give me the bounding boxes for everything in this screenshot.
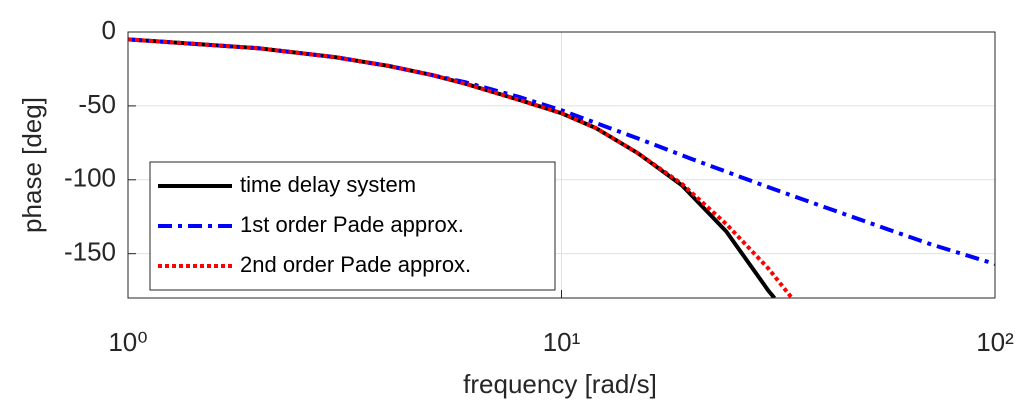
series-line <box>128 37 794 298</box>
legend-label: 2nd order Pade approx. <box>240 252 471 277</box>
x-axis-label: frequency [rad/s] <box>463 369 657 399</box>
legend-box <box>149 161 556 291</box>
legend-label: 1st order Pade approx. <box>240 212 464 237</box>
x-tick-label: 10¹ <box>543 327 581 357</box>
legend: time delay system 1st order Pade approx. 2… <box>149 161 556 291</box>
x-tick-label: 10² <box>976 327 1014 357</box>
lines <box>128 37 995 298</box>
y-axis-label: phase [deg] <box>17 97 47 233</box>
series-line <box>128 37 995 266</box>
y-tick-label: -150 <box>64 237 116 267</box>
legend-label: time delay system <box>240 172 416 197</box>
x-tick-label: 10⁰ <box>108 327 147 357</box>
y-tick-label: 0 <box>102 15 116 45</box>
y-tick-label: -50 <box>78 89 116 119</box>
y-tick-label: -100 <box>64 163 116 193</box>
ticks: -150 -100 -50 0 10⁰ 10¹ 10² <box>64 15 1014 357</box>
